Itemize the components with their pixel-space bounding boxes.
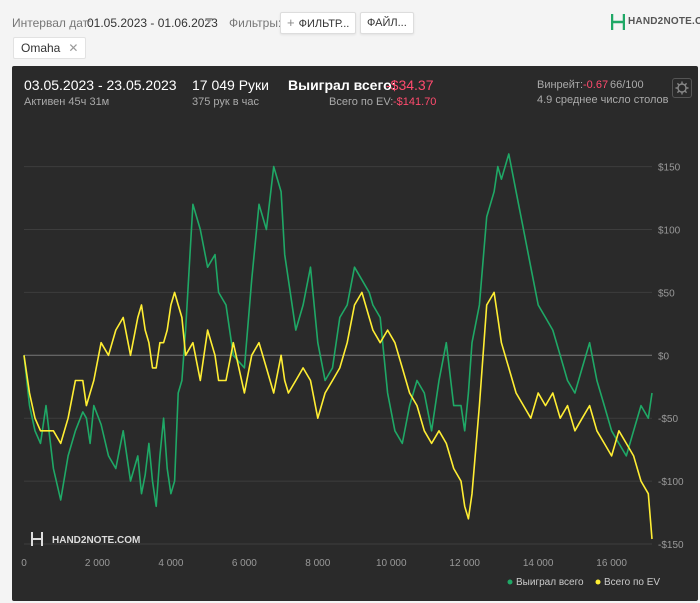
legend-marker (507, 579, 513, 585)
won-total-line (23, 153, 653, 508)
x-tick-label: 2 000 (85, 558, 110, 569)
legend-label: Всего по EV (604, 577, 660, 588)
ev-total-label: Всего по EV: (329, 96, 394, 108)
close-icon[interactable]: ✕ (68, 41, 79, 55)
active-time: Активен 45ч 31м (24, 96, 110, 108)
watermark-logo-icon (31, 532, 43, 546)
x-tick-label: 12 000 (449, 558, 480, 569)
watermark: HAND2NOTE.COM (31, 532, 140, 546)
x-tick-label: 16 000 (596, 558, 627, 569)
files-label: ФАЙЛ... (367, 17, 407, 29)
date-interval-value[interactable]: 01.05.2023 - 01.06.2023 (87, 16, 218, 30)
add-filter-button[interactable]: + ФИЛЬТР... (280, 12, 357, 34)
watermark-text: HAND2NOTE.COM (52, 535, 140, 546)
y-tick-label: -$150 (658, 540, 684, 551)
add-filter-label: ФИЛЬТР... (298, 18, 350, 30)
date-interval-label: Интервал дат: (12, 16, 92, 30)
gear-icon (675, 81, 689, 95)
filter-bar: Интервал дат: 01.05.2023 - 01.06.2023 Фи… (0, 0, 700, 66)
y-tick-label: $150 (658, 163, 681, 174)
game-type-tag[interactable]: Omaha ✕ (13, 37, 87, 59)
x-tick-label: 6 000 (232, 558, 257, 569)
hand2note-logo-icon (611, 14, 625, 30)
filters-label: Фильтры: (229, 16, 282, 30)
hands-count: 17 049 Руки (192, 77, 269, 93)
winrate-count: 66/100 (610, 79, 644, 91)
x-tick-label: 0 (21, 558, 27, 569)
graph-panel: 03.05.2023 - 23.05.2023 Активен 45ч 31м … (12, 66, 698, 601)
legend-label: Выиграл всего (516, 577, 584, 588)
legend-marker (595, 579, 601, 585)
y-tick-label: $100 (658, 225, 681, 236)
chart-legend: Выиграл всего Всего по EV (507, 577, 660, 588)
avg-tables: 4.9 среднее число столов (537, 94, 669, 106)
x-tick-label: 14 000 (523, 558, 554, 569)
hand2note-logo-text: HAND2NOTE.COM (628, 16, 700, 27)
ev-total-line (23, 291, 653, 540)
x-tick-label: 10 000 (376, 558, 407, 569)
chevron-down-icon[interactable] (205, 18, 213, 23)
won-total-label: Выиграл всего: (288, 77, 397, 93)
winrate-label: Винрейт: (537, 79, 584, 91)
winrate-value: -0.67 (583, 79, 609, 91)
plus-icon: + (287, 15, 295, 30)
y-tick-label: $50 (658, 288, 675, 299)
x-tick-label: 4 000 (158, 558, 183, 569)
game-type-tag-label: Omaha (21, 41, 61, 55)
y-tick-label: -$50 (658, 414, 678, 425)
won-total-value: -$34.37 (386, 77, 434, 93)
y-tick-label: -$100 (658, 477, 684, 488)
x-tick-label: 8 000 (305, 558, 330, 569)
files-button[interactable]: ФАЙЛ... (360, 12, 414, 34)
profit-chart: $150 $100 $50 $0 -$50 -$100 -$150 0 2 000 4 000 6… (21, 153, 684, 588)
date-range-title: 03.05.2023 - 23.05.2023 (24, 77, 177, 93)
ev-total-value: -$141.70 (393, 96, 437, 108)
y-tick-label: $0 (658, 351, 670, 362)
settings-button[interactable] (672, 78, 692, 98)
hands-per-hour: 375 рук в час (192, 96, 260, 108)
